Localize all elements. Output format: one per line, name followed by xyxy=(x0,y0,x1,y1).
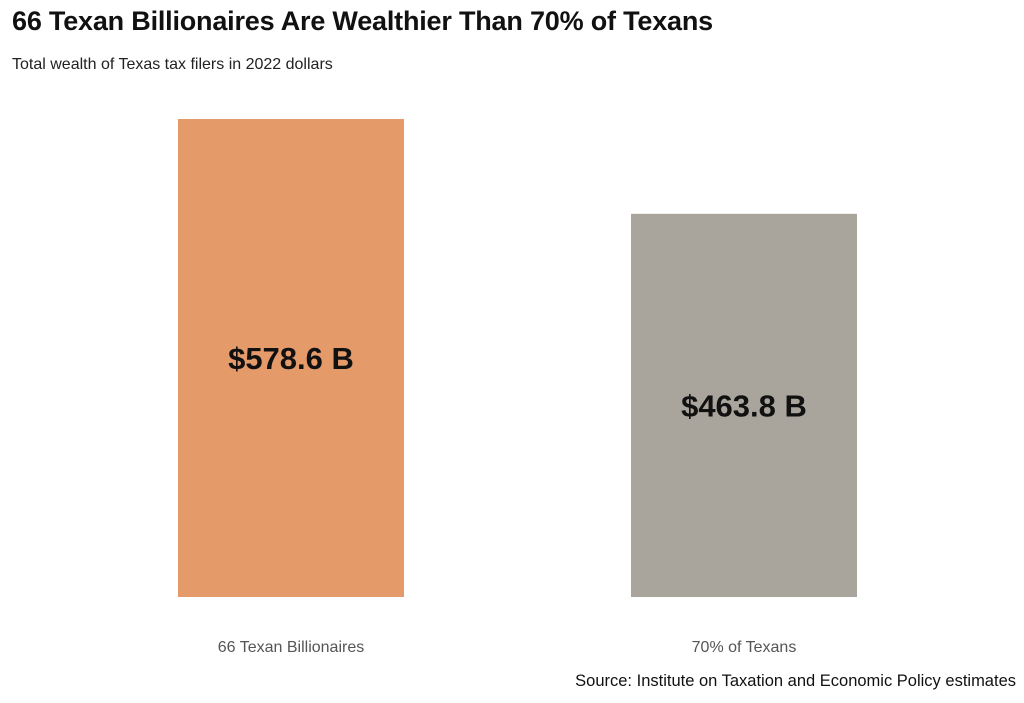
x-tick-label: 66 Texan Billionaires xyxy=(218,639,364,656)
bar-texans xyxy=(631,213,857,597)
bar-billionaires xyxy=(178,119,404,597)
source-note: Source: Institute on Taxation and Econom… xyxy=(575,672,1016,690)
chart-subtitle: Total wealth of Texas tax filers in 2022… xyxy=(12,56,333,73)
x-tick-label: 70% of Texans xyxy=(692,639,797,656)
bar-value-label: $578.6 B xyxy=(228,341,354,376)
chart-title: 66 Texan Billionaires Are Wealthier Than… xyxy=(12,6,713,36)
bar-value-label: $463.8 B xyxy=(681,388,807,423)
